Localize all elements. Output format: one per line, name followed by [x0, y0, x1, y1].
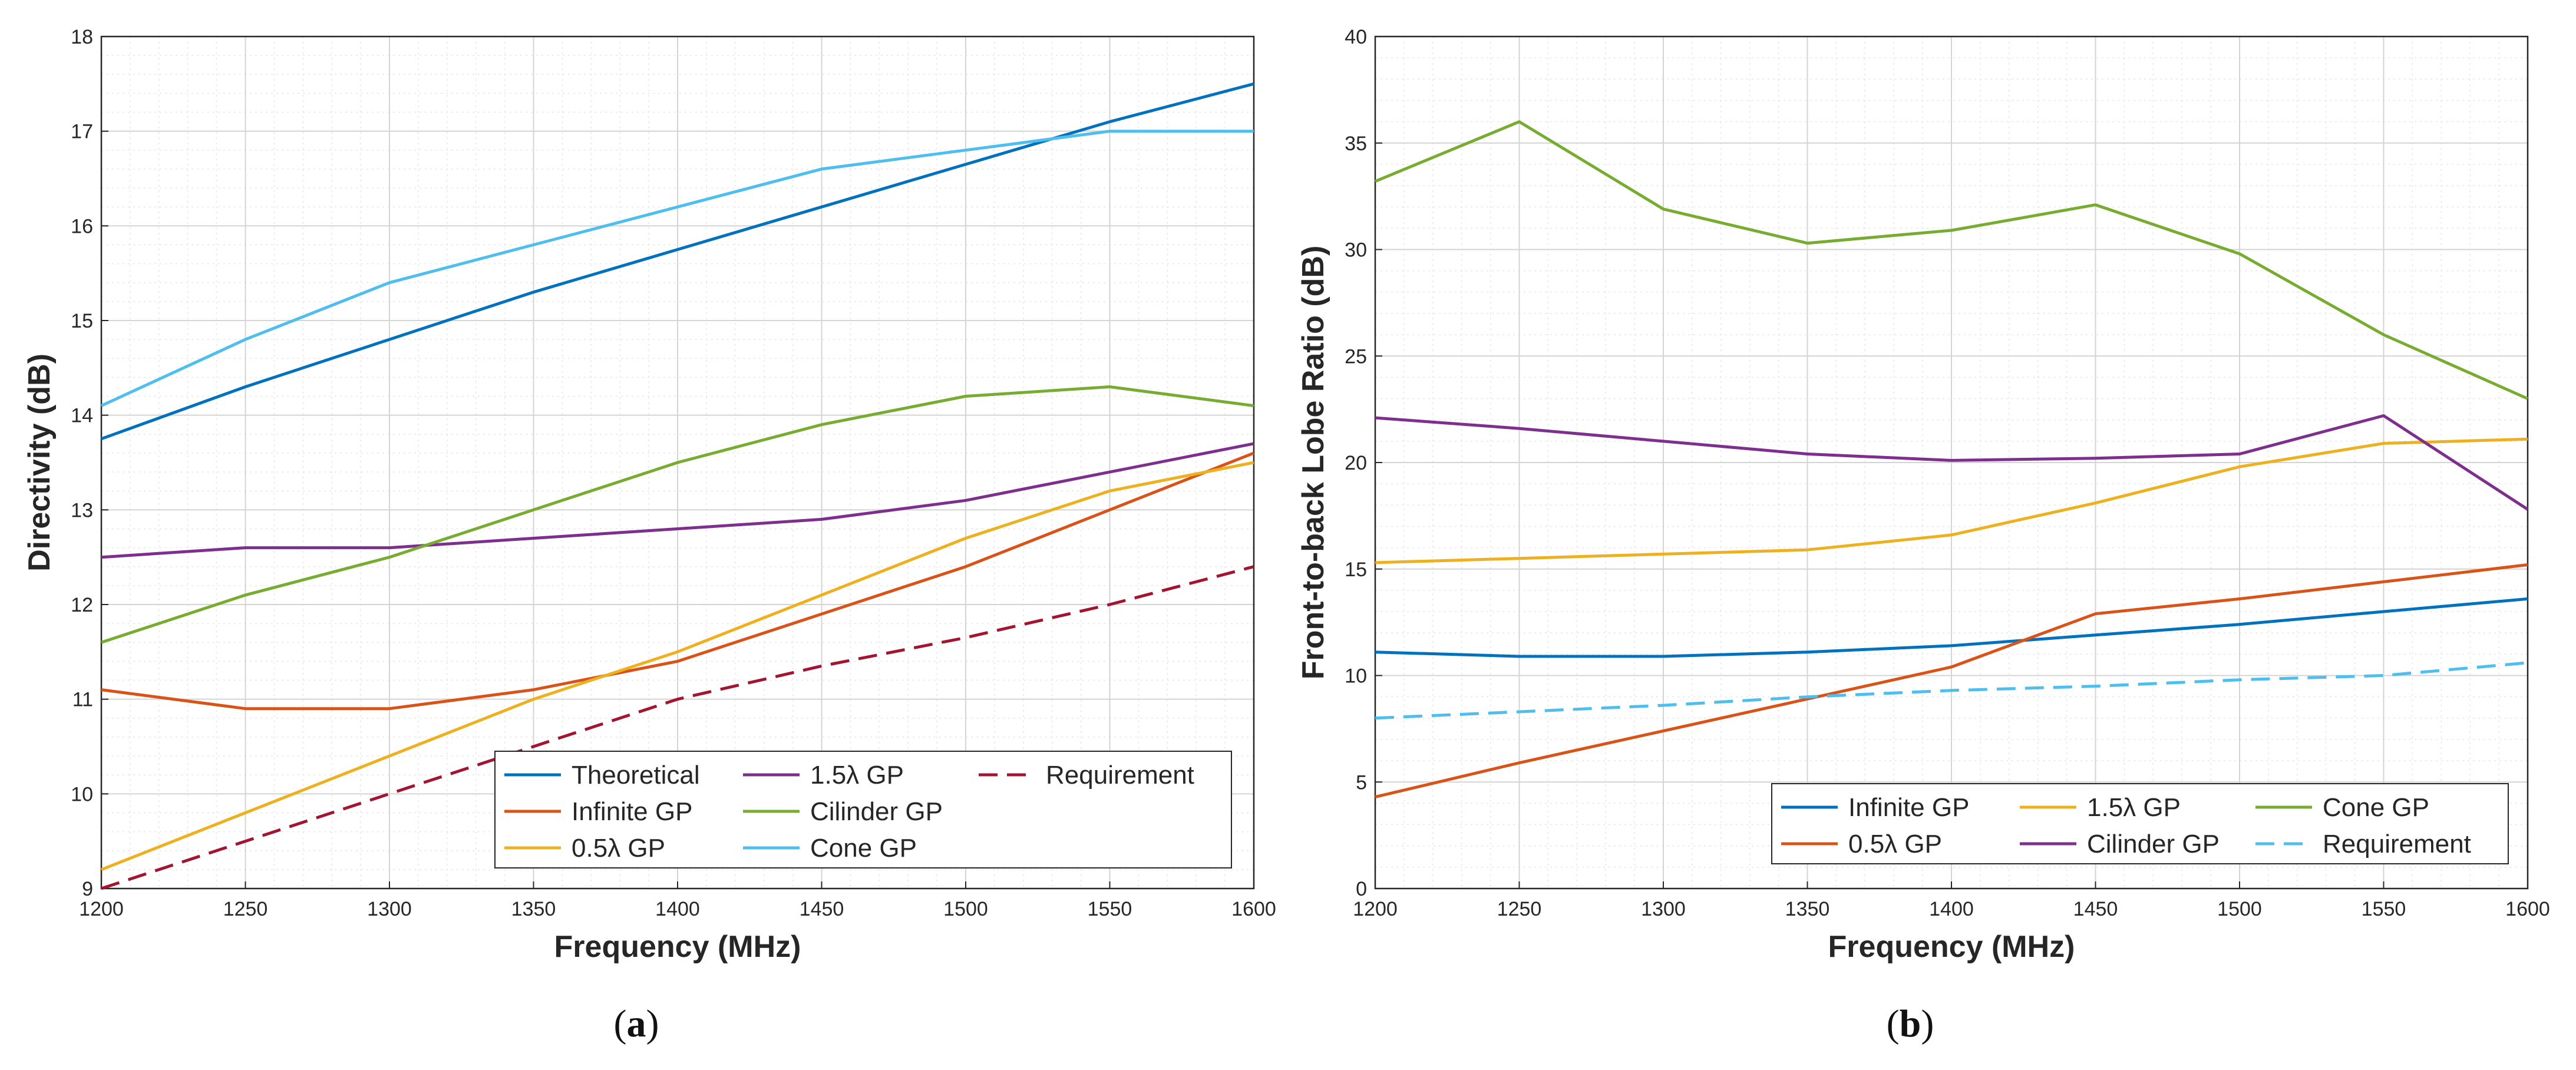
chart-a-x-tick-label: 1200	[79, 898, 124, 920]
chart-a-series-line-1	[101, 82, 1254, 441]
chart-a: 1200 1250 1300 1350 1400 1450 1500 1550 1600 9 10 1…	[22, 26, 1276, 964]
chart-b-y-tick-label: 15	[1345, 559, 1367, 581]
chart-a-legend-label: 1.5λ GP	[810, 761, 904, 790]
chart-b-y-tick-label: 0	[1356, 878, 1367, 900]
chart-a-y-axis-label: Directivity (dB)	[22, 354, 57, 572]
chart-a-legend-label: Cilinder GP	[810, 797, 943, 826]
caption-a: (a)	[577, 1002, 695, 1046]
chart-b-series-line-2	[1375, 563, 2528, 799]
chart-a-y-tick-label: 10	[71, 783, 93, 805]
chart-a-y-tick-label: 12	[71, 594, 93, 616]
caption-a-letter: a	[626, 1002, 646, 1045]
chart-b-legend-label: Cilinder GP	[2087, 830, 2220, 858]
chart-a-legend-label: Infinite GP	[572, 797, 692, 826]
chart-a-legend-label: Theoretical	[572, 761, 700, 790]
chart-a-y-tick-label: 9	[82, 878, 93, 900]
chart-a-x-tick-label: 1250	[223, 898, 268, 920]
chart-b-y-tick-label: 35	[1345, 133, 1367, 155]
caption-b-close: )	[1921, 1002, 1934, 1045]
chart-a-y-tick-label: 16	[71, 215, 93, 237]
chart-a-x-tick-label: 1500	[943, 898, 988, 920]
chart-a-x-tick-label: 1550	[1088, 898, 1132, 920]
chart-b-x-axis-label: Frequency (MHz)	[1828, 930, 2075, 964]
chart-b-x-tick-label: 1600	[2505, 898, 2550, 920]
chart-a-y-tick-label: 18	[71, 26, 93, 48]
chart-a-series-line-6	[100, 130, 1254, 407]
chart-a-y-tick-label: 11	[72, 689, 93, 711]
chart-a-y-tick-label: 14	[71, 405, 93, 427]
chart-a-series-line-3	[101, 461, 1254, 871]
chart-a-series-line-7	[101, 565, 1254, 890]
chart-b-series-line-5	[1375, 120, 2529, 400]
chart-b-y-axis-label: Front-to-back Lobe Ratio (dB)	[1296, 246, 1330, 680]
chart-b-x-tick-label: 1200	[1353, 898, 1398, 920]
chart-b-x-tick-label: 1550	[2362, 898, 2406, 920]
chart-a-x-tick-label: 1400	[655, 898, 700, 920]
chart-a-legend-label: Requirement	[1046, 761, 1194, 790]
chart-b-y-tick-label: 25	[1345, 345, 1367, 368]
chart-a-x-axis-label: Frequency (MHz)	[554, 930, 801, 964]
chart-b-y-tick-label: 5	[1356, 771, 1367, 794]
chart-a-y-tick-label: 15	[71, 310, 93, 332]
chart-b-legend-label: Cone GP	[2323, 793, 2429, 822]
chart-b-x-tick-label: 1450	[2073, 898, 2118, 920]
chart-a-y-tick-label: 17	[71, 121, 93, 143]
chart-b-ticks: 1200 1250 1300 1350 1400 1450 1500 1550 1600 0 5 10…	[1345, 26, 2550, 920]
chart-b-series-group	[1375, 120, 2529, 799]
caption-b-letter: b	[1899, 1002, 1921, 1045]
chart-a-series-line-5	[101, 385, 1254, 644]
chart-b-x-tick-label: 1250	[1497, 898, 1542, 920]
caption-a-close: )	[646, 1002, 659, 1045]
chart-b-y-tick-label: 40	[1345, 26, 1367, 48]
caption-b: (b)	[1851, 1002, 1969, 1046]
chart-b-series-line-1	[1375, 597, 2528, 658]
chart-b-legend-box	[1771, 783, 2509, 864]
chart-a-ticks: 1200 1250 1300 1350 1400 1450 1500 1550 1600 9 10 1…	[71, 26, 1276, 920]
caption-a-open: (	[613, 1002, 627, 1045]
chart-b: 1200 1250 1300 1350 1400 1450 1500 1550 1600 0 5 10…	[1296, 26, 2550, 964]
chart-a-x-tick-label: 1300	[367, 898, 412, 920]
chart-b-series-line-3	[1375, 437, 2528, 564]
chart-b-legend-label: Infinite GP	[1848, 793, 1969, 822]
chart-b-x-tick-label: 1300	[1641, 898, 1686, 920]
chart-a-series-line-4	[101, 442, 1254, 559]
chart-a-series-line-2	[101, 451, 1254, 711]
chart-a-y-tick-label: 13	[71, 499, 93, 521]
chart-b-x-tick-label: 1400	[1929, 898, 1974, 920]
chart-b-y-tick-label: 10	[1345, 665, 1367, 688]
chart-b-series-line-6	[1375, 661, 2528, 720]
chart-b-y-tick-label: 20	[1345, 452, 1367, 474]
chart-b-y-tick-label: 30	[1345, 239, 1367, 262]
chart-b-x-tick-label: 1350	[1785, 898, 1830, 920]
chart-b-series-line-4	[1375, 414, 2529, 511]
chart-a-x-tick-label: 1350	[511, 898, 556, 920]
chart-b-legend-label: 1.5λ GP	[2087, 793, 2181, 822]
caption-b-open: (	[1886, 1002, 1900, 1045]
chart-a-legend-label: 0.5λ GP	[572, 834, 665, 863]
chart-b-legend-label: Requirement	[2323, 830, 2471, 858]
chart-b-legend: Infinite GP 0.5λ GP 1.5λ GP Cilinder GP Cone…	[1771, 783, 2509, 864]
chart-b-x-tick-label: 1500	[2217, 898, 2262, 920]
chart-b-legend-label: 0.5λ GP	[1848, 830, 1942, 858]
chart-a-legend: Theoretical Infinite GP 0.5λ GP 1.5λ GP Cili…	[494, 751, 1232, 868]
chart-a-legend-label: Cone GP	[810, 834, 917, 863]
chart-a-x-tick-label: 1600	[1231, 898, 1276, 920]
chart-a-x-tick-label: 1450	[800, 898, 844, 920]
chart-a-legend-box	[494, 751, 1232, 868]
chart-a-series-group	[100, 82, 1254, 890]
